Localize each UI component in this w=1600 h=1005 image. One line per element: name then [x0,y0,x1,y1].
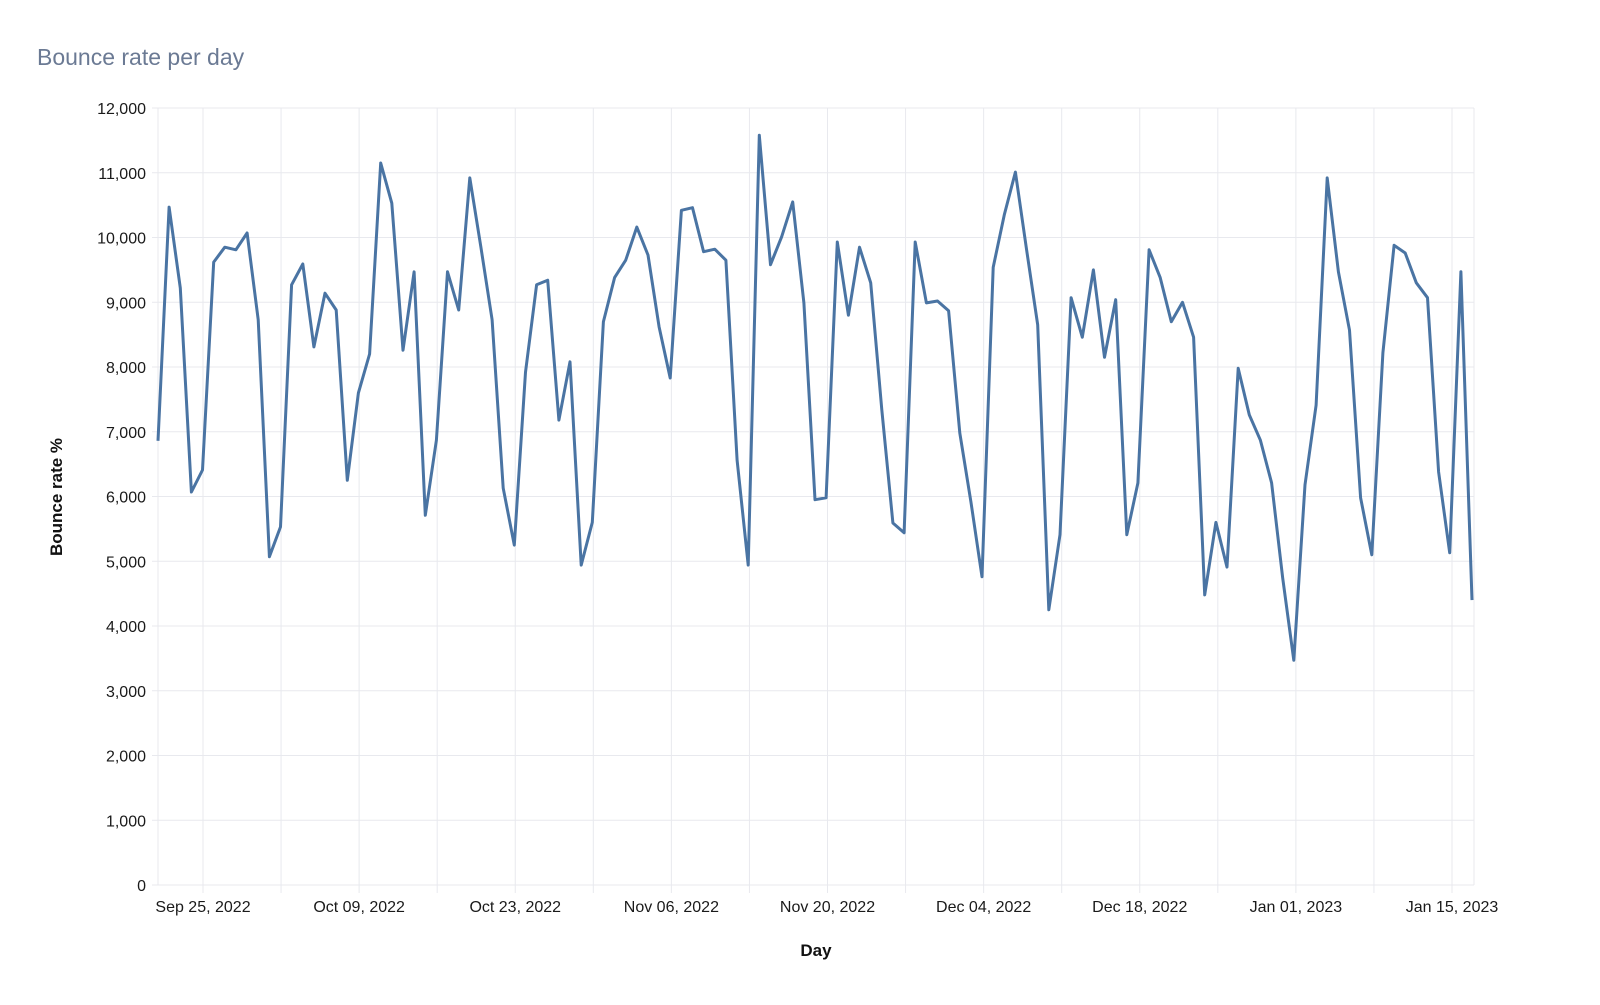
y-tick-label: 4,000 [106,619,146,636]
grid-lines [157,107,1475,893]
x-tick-label: Sep 25, 2022 [155,899,250,916]
x-tick-label: Jan 15, 2023 [1406,899,1499,916]
y-tick-label: 1,000 [106,813,146,830]
y-tick-label: 12,000 [97,101,146,118]
x-tick-label: Dec 18, 2022 [1092,899,1187,916]
x-tick-label: Oct 23, 2022 [469,899,561,916]
x-tick-label: Oct 09, 2022 [313,899,405,916]
y-tick-label: 3,000 [106,684,146,701]
y-axis: 0 1,000 2,000 3,000 4,000 5,000 6,000 7,000 8,00… [97,101,158,895]
y-axis-title: Bounce rate % [47,438,66,556]
y-tick-label: 0 [137,878,146,895]
chart-title: Bounce rate per day [37,44,245,70]
x-axis: Sep 25, 2022 Oct 09, 2022 Oct 23, 2022 Nov … [155,899,1498,916]
bounce-rate-line [156,133,1474,662]
y-tick-label: 2,000 [106,749,146,766]
y-tick-label: 5,000 [106,554,146,571]
x-tick-label: Jan 01, 2023 [1250,899,1343,916]
x-tick-label: Nov 06, 2022 [624,899,719,916]
y-tick-label: 7,000 [106,425,146,442]
x-tick-label: Nov 20, 2022 [780,899,875,916]
y-tick-label: 10,000 [97,231,146,248]
x-axis-title: Day [800,941,832,960]
y-tick-label: 9,000 [106,295,146,312]
y-tick-label: 8,000 [106,360,146,377]
x-tick-label: Dec 04, 2022 [936,899,1031,916]
y-tick-label: 11,000 [98,166,146,183]
y-tick-label: 6,000 [106,490,146,507]
